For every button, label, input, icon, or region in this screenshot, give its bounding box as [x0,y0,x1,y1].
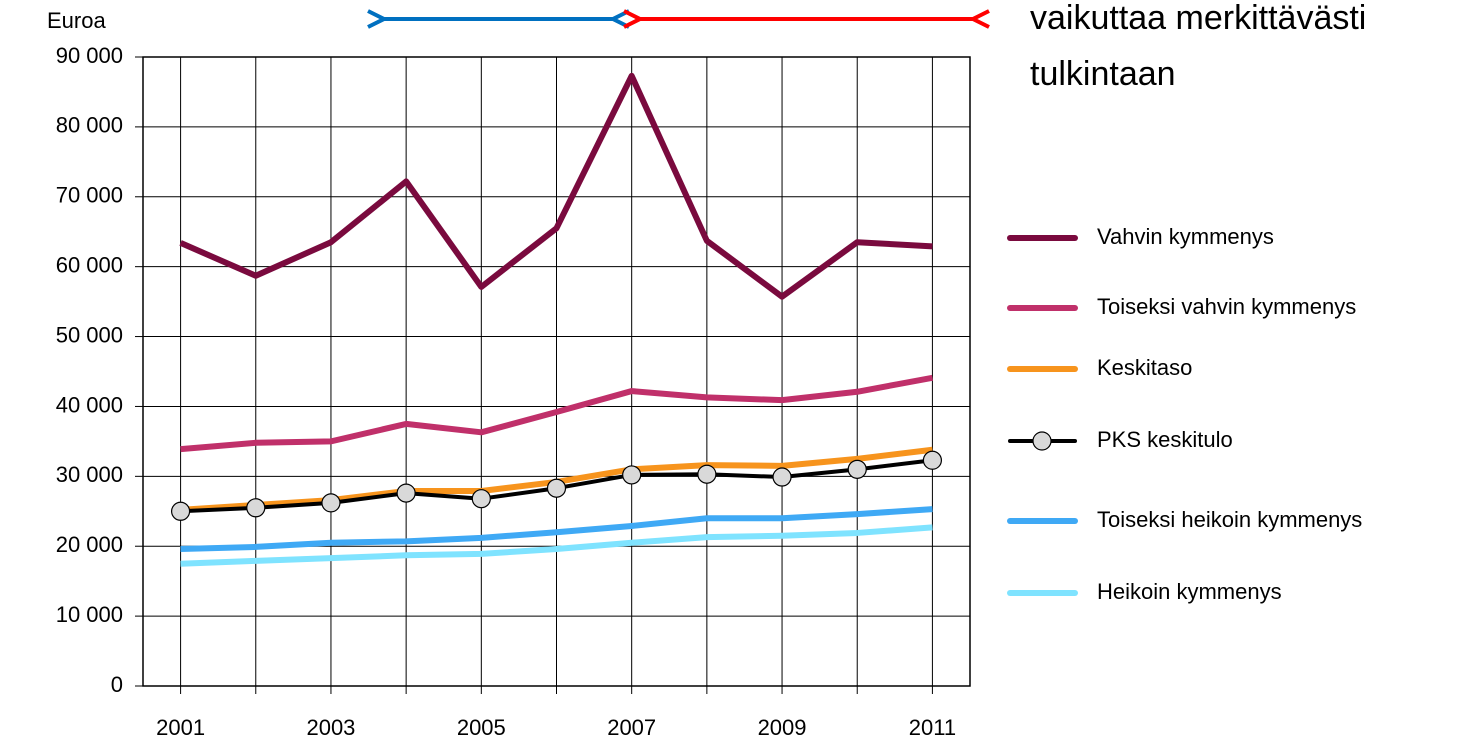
point-marker [772,467,792,487]
x-tick-label: 2001 [156,715,205,740]
series-line [180,524,933,567]
y-tick-label: 90 000 [56,43,123,68]
y-tick-label: 0 [111,672,123,697]
legend-label: Toiseksi vahvin kymmenys [1097,294,1356,319]
annotation: tulkintaan [1030,55,1176,93]
legend-label: Toiseksi heikoin kymmenys [1097,507,1362,532]
legend-label: Vahvin kymmenys [1097,224,1274,249]
point-marker [922,450,943,470]
legend-label: Keskitaso [1097,355,1192,380]
point-marker [847,459,867,479]
x-tick-label: 2009 [758,715,807,740]
legend-label: Heikoin kymmenys [1097,579,1282,604]
x-tick-label: 2011 [909,715,956,740]
point-marker [546,478,567,498]
point-marker [246,498,266,518]
x-tick-label: 2007 [607,715,656,740]
series-line [180,506,933,553]
point-marker [622,465,642,485]
y-tick-label: 70 000 [56,183,123,208]
x-tick-label: 2005 [457,715,506,740]
y-tick-label: 10 000 [56,602,123,627]
legend-label: PKS keskitulo [1097,427,1233,452]
series-line [179,72,933,300]
y-tick-label: 50 000 [56,322,123,347]
point-marker [396,483,416,503]
y-tick-label: 30 000 [56,462,123,487]
y-tick-label: 20 000 [56,532,123,557]
y-axis-label: Euroa [47,8,106,33]
plot-frame [142,56,971,687]
point-marker [321,493,341,513]
point-marker [697,464,717,484]
y-tick-label: 80 000 [56,113,123,138]
y-tick-label: 60 000 [56,252,123,277]
annotation: vaikuttaa merkittävästi [1030,0,1366,37]
point-marker [170,501,191,521]
y-tick-label: 40 000 [56,392,123,417]
series-line [180,374,933,453]
point-marker [471,489,491,509]
legend-marker [1032,431,1052,451]
x-tick-label: 2003 [306,715,355,740]
